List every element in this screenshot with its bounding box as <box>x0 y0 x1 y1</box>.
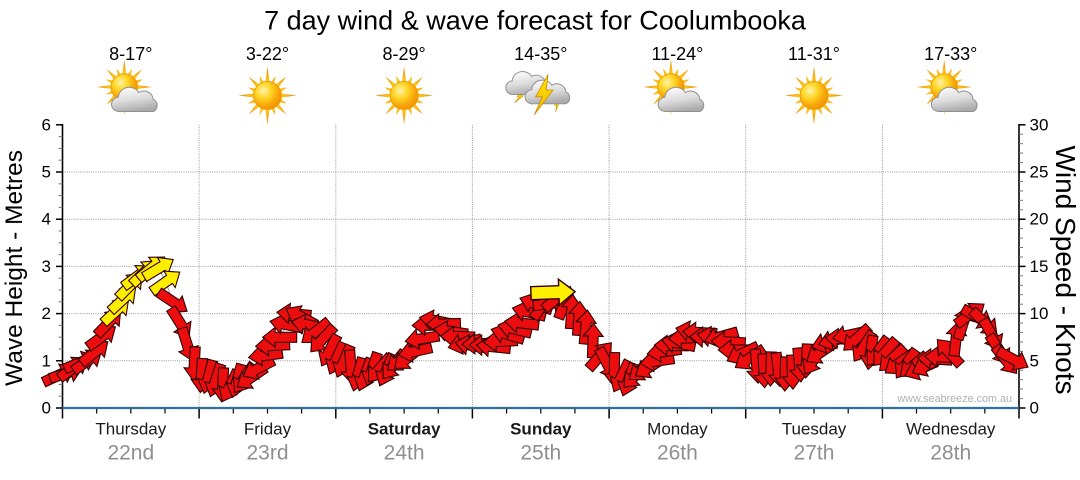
svg-text:Monday: Monday <box>647 420 708 439</box>
svg-text:Thursday: Thursday <box>95 420 166 439</box>
svg-text:3: 3 <box>42 257 51 276</box>
svg-text:Wind Speed - Knots: Wind Speed - Knots <box>1050 145 1080 394</box>
svg-text:0: 0 <box>42 399 51 418</box>
svg-text:www.seabreeze.com.au: www.seabreeze.com.au <box>896 393 1012 405</box>
svg-text:24th: 24th <box>384 442 425 465</box>
svg-text:14-35°: 14-35° <box>514 44 567 64</box>
svg-text:Wave Height - Metres: Wave Height - Metres <box>1 150 28 386</box>
svg-text:Wednesday: Wednesday <box>906 420 996 439</box>
svg-text:25: 25 <box>1030 163 1049 182</box>
svg-text:28th: 28th <box>930 442 971 465</box>
svg-text:26th: 26th <box>657 442 698 465</box>
svg-text:Tuesday: Tuesday <box>782 420 847 439</box>
svg-text:10: 10 <box>1030 304 1049 323</box>
svg-text:3-22°: 3-22° <box>246 44 289 64</box>
svg-text:11-31°: 11-31° <box>788 44 840 64</box>
svg-text:7 day wind & wave forecast for: 7 day wind & wave forecast for Coolumboo… <box>264 6 807 36</box>
svg-text:25th: 25th <box>520 442 561 465</box>
svg-text:22nd: 22nd <box>107 442 154 465</box>
svg-text:2: 2 <box>42 304 51 323</box>
svg-text:8-29°: 8-29° <box>382 44 425 64</box>
svg-text:5: 5 <box>1030 351 1039 370</box>
svg-text:4: 4 <box>42 210 51 229</box>
svg-text:Friday: Friday <box>244 420 292 439</box>
svg-text:1: 1 <box>42 351 51 370</box>
svg-text:23rd: 23rd <box>246 442 288 465</box>
svg-text:Saturday: Saturday <box>368 420 441 439</box>
svg-text:Sunday: Sunday <box>510 420 572 439</box>
svg-text:20: 20 <box>1030 210 1049 229</box>
svg-text:8-17°: 8-17° <box>109 44 152 64</box>
svg-text:15: 15 <box>1030 257 1049 276</box>
svg-text:6: 6 <box>42 115 51 134</box>
svg-text:11-24°: 11-24° <box>651 44 703 64</box>
svg-text:27th: 27th <box>794 442 835 465</box>
svg-text:30: 30 <box>1030 115 1049 134</box>
svg-text:0: 0 <box>1030 399 1039 418</box>
svg-text:5: 5 <box>42 163 51 182</box>
svg-text:17-33°: 17-33° <box>924 44 977 64</box>
